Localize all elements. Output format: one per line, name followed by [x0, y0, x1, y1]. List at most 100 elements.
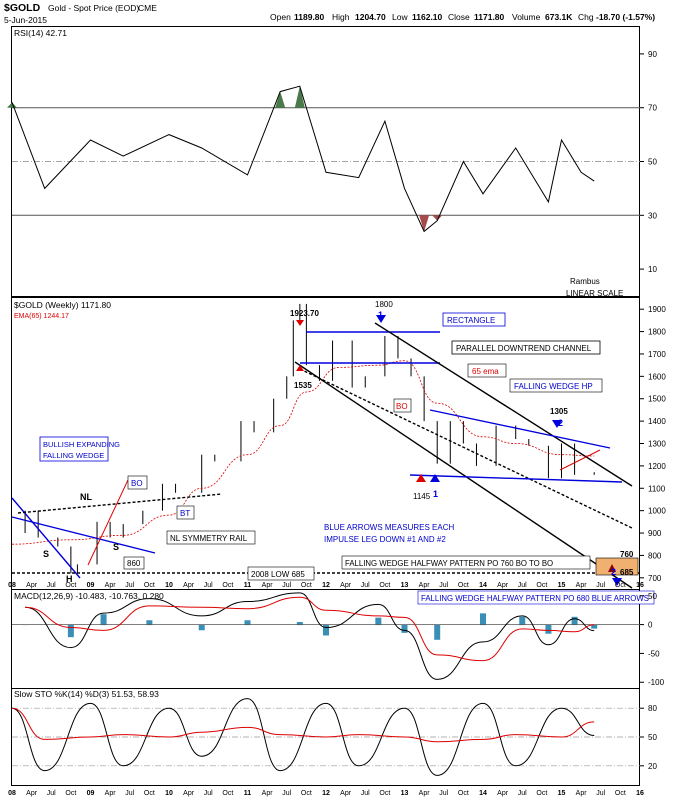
bo-label-left: BO: [131, 479, 143, 488]
wave-2-label-top: 2: [558, 418, 563, 428]
x-tick-label: 10: [165, 790, 173, 797]
x-tick-label: 11: [244, 790, 252, 797]
x-tick-label: 08: [8, 790, 16, 797]
blue-arrow-1800: [376, 315, 386, 323]
falling-wedge-hp-box: [509, 378, 603, 393]
rsi-overbought-fill: [7, 102, 17, 108]
y-tick-label: 10: [648, 265, 657, 274]
peak-1800-label: 1800: [375, 300, 393, 309]
x-tick-label: Apr: [105, 582, 117, 589]
fw-half-760-label: FALLING WEDGE HALFWAY PATTERN PO 760 BO …: [345, 559, 553, 568]
y-tick-label: -50: [648, 649, 660, 658]
y-tick-label: 900: [648, 529, 662, 538]
n860-box: [123, 556, 145, 570]
n760-label: 760: [620, 550, 634, 559]
x-tick-label: Apr: [262, 790, 274, 797]
bullish-wedge-bottom-line: [11, 497, 81, 579]
macd-hist-bar: [434, 624, 441, 640]
x-tick-label: 14: [479, 790, 487, 797]
nl-rail-label: NL SYMMETRY RAIL: [170, 534, 248, 543]
peak-1305-label: 1305: [550, 407, 568, 416]
x-tick-label: 13: [401, 582, 409, 589]
macd-hist-bar: [545, 624, 552, 634]
x-tick-label: Oct: [458, 790, 469, 797]
y-tick-label: 50: [648, 592, 657, 601]
sto-panel: Slow STO %K(14) %D(3) 51.53, 58.93 20 50 8…: [11, 689, 657, 776]
rsi-overbought-fill: [294, 86, 305, 108]
sto-d-line: [11, 707, 595, 743]
open-value: 1189.80: [294, 12, 325, 22]
y-tick-label: 1600: [648, 372, 666, 381]
macd-hist-bar: [401, 624, 408, 633]
shoulder-left-label: S: [43, 549, 49, 559]
n685-label: 685: [620, 568, 634, 577]
arrows: [296, 315, 622, 586]
fw-half-680-box: [417, 590, 655, 605]
macd-panel: MACD(12,26,9) -10.483, -10.763, 0.280 -1…: [12, 591, 665, 687]
x-tick-label: 12: [322, 582, 330, 589]
n860-label: 860: [127, 559, 141, 568]
bullish-label-2: FALLING WEDGE: [43, 451, 104, 460]
x-tick-label: Jul: [47, 790, 56, 797]
x-tick-label: Oct: [379, 582, 390, 589]
rsi-title: RSI(14) 42.71: [14, 28, 67, 38]
x-tick-label: Jul: [596, 582, 605, 589]
price-bars: [24, 303, 595, 574]
bullish-box: [39, 436, 109, 462]
channel-bottom-line: [294, 361, 633, 589]
y-tick-label: 800: [648, 551, 662, 560]
y-tick-label: 50: [648, 733, 657, 742]
head-label: H: [66, 574, 73, 584]
y-tick-label: 70: [648, 104, 657, 113]
close-value: 1171.80: [474, 12, 505, 22]
rectangle-label: RECTANGLE: [447, 316, 495, 325]
price-y-ticks: 700 800 900 1000 1100 1200 1300 1400 1500 1600 170…: [640, 305, 666, 583]
x-tick-label: Oct: [379, 790, 390, 797]
sto-y-ticks: 20 50 80: [12, 704, 657, 771]
panel-frames: [11, 26, 640, 786]
x-tick-label: Jul: [204, 790, 213, 797]
macd-hist-bar: [146, 620, 153, 626]
shoulder-right-label: S: [113, 542, 119, 552]
x-tick-label: 16: [636, 790, 644, 797]
x-tick-label: Jul: [47, 582, 56, 589]
brand-name: Rambus: [570, 277, 600, 286]
parallel-label: PARALLEL DOWNTREND CHANNEL: [456, 344, 592, 353]
x-tick-label: Apr: [340, 582, 352, 589]
wave-1-label-top: 1: [378, 310, 383, 320]
bt-label: BT: [180, 509, 190, 518]
brown-arrow-target: [608, 564, 616, 572]
x-tick-label: Apr: [497, 582, 509, 589]
close-label: Close: [448, 12, 470, 22]
x-tick-label: Oct: [615, 790, 626, 797]
x-tick-label: Apr: [497, 790, 509, 797]
macd-title: MACD(12,26,9) -10.483, -10.763, 0.280: [14, 591, 164, 601]
x-tick-label: Apr: [262, 582, 274, 589]
red-arrow-1535: [296, 365, 304, 371]
macd-line: [25, 592, 595, 680]
x-tick-label: Oct: [222, 582, 233, 589]
macd-hist-bar: [519, 616, 526, 626]
rsi-y-ticks: 10 30 50 70 90: [640, 50, 657, 274]
bo-box-left: [127, 475, 148, 490]
top-price-label: 1923.70: [290, 309, 319, 318]
x-tick-label: 14: [479, 582, 487, 589]
chg-value: -18.70 (-1.57%): [596, 12, 655, 22]
measure-box: [595, 557, 639, 576]
rectangle-box: [442, 312, 506, 327]
x-tick-label: Oct: [301, 790, 312, 797]
chg-label: Chg: [578, 12, 594, 22]
x-tick-label: 15: [558, 582, 566, 589]
bo-box-right: [393, 398, 412, 413]
red-trendline-right: [559, 449, 601, 471]
y-tick-label: 80: [648, 704, 657, 713]
bo-label-right: BO: [396, 402, 408, 411]
x-tick-label: Jul: [361, 790, 370, 797]
blue-arrow-1305: [552, 420, 562, 428]
macd-y-ticks: -100 -50 0 50: [640, 592, 665, 687]
x-tick-label: Apr: [105, 790, 117, 797]
macd-hist-bar: [244, 620, 251, 626]
y-tick-label: 20: [648, 762, 657, 771]
volume-value: 673.1K: [545, 12, 573, 22]
x-tick-label: Apr: [576, 582, 588, 589]
